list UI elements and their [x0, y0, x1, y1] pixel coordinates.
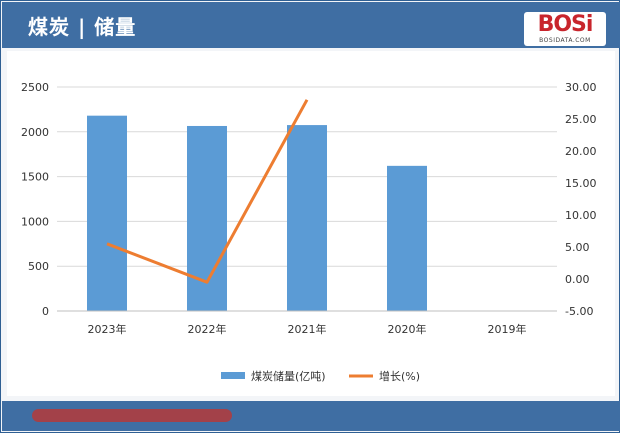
- header-bar: 煤炭 | 储量 BOSi BOSIDATA.COM: [2, 2, 620, 48]
- logo-text: BOSi: [537, 12, 594, 37]
- y-left-tick-label: 500: [28, 260, 49, 273]
- x-tick-label: 2023年: [88, 322, 127, 336]
- bar: [387, 165, 427, 311]
- y-left-tick-label: 2000: [21, 126, 49, 139]
- x-tick-label: 2021年: [288, 322, 327, 336]
- legend-line-label: 增长(%): [379, 369, 420, 383]
- y-right-tick-label: 10.00: [565, 209, 597, 222]
- y-right-tick-label: 30.00: [565, 81, 597, 94]
- y-right-tick-label: 20.00: [565, 145, 597, 158]
- y-left-tick-label: 2500: [21, 81, 49, 94]
- y-right-tick-label: 0.00: [565, 273, 590, 286]
- logo-subtext: BOSIDATA.COM: [539, 37, 591, 44]
- redacted-source-bar: [32, 409, 232, 422]
- combo-chart: 0 500 1000 1500 2000 2500 -5.00 0.00 5.00 10.00 15…: [21, 81, 597, 383]
- bar: [287, 125, 327, 311]
- y-right-tick-label: 15.00: [565, 177, 597, 190]
- x-tick-label: 2020年: [388, 322, 427, 336]
- y-right-tick-label: -5.00: [565, 305, 593, 318]
- growth-line: [106, 99, 309, 284]
- y-right-tick-label: 25.00: [565, 113, 597, 126]
- y-left-tick-label: 0: [42, 305, 49, 318]
- y-left-tick-label: 1500: [21, 171, 49, 184]
- x-tick-label: 2022年: [188, 322, 227, 336]
- legend-bar-label: 煤炭储量(亿吨): [251, 369, 326, 383]
- brand-logo: BOSi BOSIDATA.COM: [524, 12, 606, 46]
- x-tick-label: 2019年: [488, 322, 527, 336]
- page-title: 煤炭 | 储量: [28, 15, 137, 39]
- footer-bar: [2, 401, 620, 431]
- y-left-tick-label: 1000: [21, 215, 49, 228]
- legend-bar-swatch: [221, 372, 245, 379]
- bar: [87, 115, 127, 311]
- chart-panel: 0 500 1000 1500 2000 2500 -5.00 0.00 5.00 10.00 15…: [7, 51, 615, 396]
- y-right-tick-label: 5.00: [565, 241, 590, 254]
